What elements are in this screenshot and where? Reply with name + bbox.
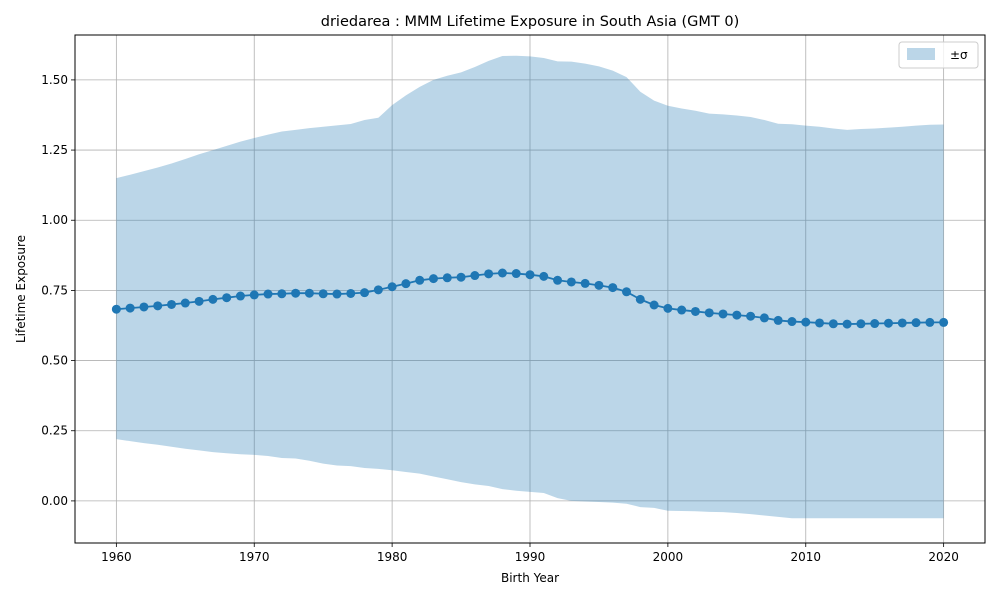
data-point [180,298,190,308]
data-point [153,301,163,311]
data-point [318,289,328,299]
y-tick-label: 1.25 [41,143,68,157]
data-point [635,294,645,304]
x-axis-ticks: 1960 1970 1980 1990 2000 2010 2020 [101,543,959,564]
data-point [608,283,618,293]
y-tick-label: 0.25 [41,424,68,438]
y-axis-ticks: 0.00 0.25 0.50 0.75 1.00 1.25 1.50 [41,73,75,508]
data-point [497,268,507,278]
x-tick-label: 2000 [653,550,684,564]
data-point [580,278,590,288]
data-point [291,288,301,298]
x-tick-label: 1990 [515,550,546,564]
data-point [456,272,466,282]
legend: ±σ [898,41,979,69]
data-point [925,317,935,327]
data-point [277,289,287,299]
data-point [566,277,576,287]
data-point [235,291,245,301]
data-point [511,269,521,279]
data-point [332,289,342,299]
x-tick-label: 2010 [790,550,821,564]
data-point [442,273,452,283]
legend-label-sigma: ±σ [950,48,968,62]
data-point [111,304,121,314]
data-point [553,275,563,285]
data-point [539,271,549,281]
data-point [525,270,535,280]
data-point [304,288,314,298]
x-tick-label: 1970 [239,550,270,564]
x-axis-label: Birth Year [501,571,559,585]
data-point [746,311,756,321]
data-point [732,310,742,320]
data-point [360,288,370,298]
data-point [428,274,438,284]
sigma-band [116,55,944,519]
data-points-layer [111,268,949,329]
data-point [704,308,714,318]
data-point [125,303,135,313]
y-tick-label: 1.50 [41,73,68,87]
legend-swatch-sigma [907,48,935,60]
y-tick-label: 0.50 [41,354,68,368]
data-point [663,303,673,313]
chart-title: driedarea : MMM Lifetime Exposure in Sou… [321,14,739,30]
sigma-band-layer [116,55,944,519]
x-tick-label: 2020 [928,550,959,564]
data-point [815,318,825,328]
data-point [484,269,494,279]
data-point [415,275,425,285]
data-point [718,309,728,319]
data-point [167,299,177,309]
x-tick-label: 1960 [101,550,132,564]
data-point [649,300,659,310]
data-point [690,306,700,316]
y-tick-label: 0.75 [41,283,68,297]
data-point [759,313,769,323]
data-point [677,305,687,315]
data-point [883,318,893,328]
data-point [263,289,273,299]
data-point [856,319,866,329]
data-point [139,302,149,312]
data-point [470,271,480,281]
data-point [842,319,852,329]
grid-lines [75,35,985,543]
y-tick-label: 1.00 [41,213,68,227]
data-point [939,317,949,327]
data-point [249,290,259,300]
data-point [897,318,907,328]
data-point [346,288,356,298]
data-point [870,319,880,329]
legend-box [898,41,979,69]
data-point [401,279,411,289]
data-point [594,280,604,290]
data-point [801,317,811,327]
data-point [787,317,797,327]
data-point [773,315,783,325]
data-point [622,287,632,297]
data-point [208,294,218,304]
data-point [911,318,921,328]
data-point [194,296,204,306]
y-tick-label: 0.00 [41,494,68,508]
data-point [828,319,838,329]
x-tick-label: 1980 [377,550,408,564]
data-point [387,282,397,292]
y-axis-label: Lifetime Exposure [14,235,28,343]
data-point [373,285,383,295]
data-point [222,293,232,303]
